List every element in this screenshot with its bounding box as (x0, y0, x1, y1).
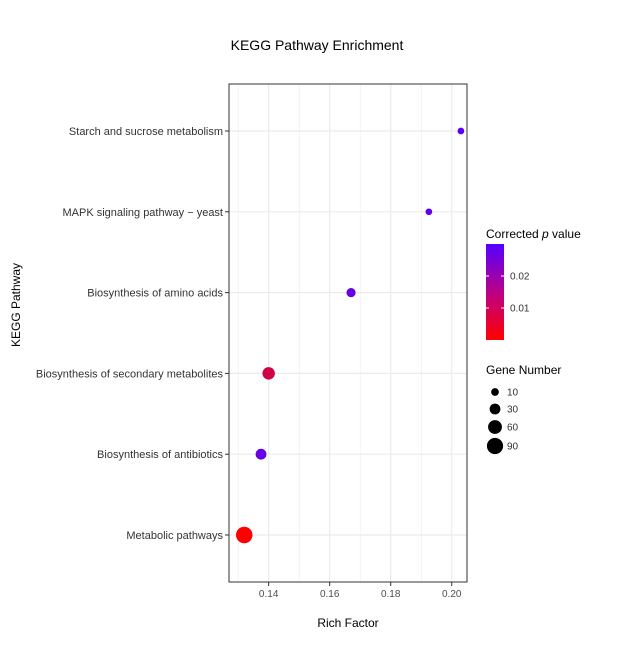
size-legend-label: 30 (507, 405, 519, 416)
y-tick-label: Biosynthesis of secondary metabolites (36, 368, 224, 380)
data-point (425, 208, 433, 216)
color-legend: Corrected p value 0.01 0.02 (486, 227, 581, 340)
size-legend-title: Gene Number (486, 363, 561, 377)
color-legend-title: Corrected p value (486, 227, 581, 241)
size-legend-label: 90 (507, 442, 519, 453)
x-tick-label: 0.20 (442, 589, 462, 600)
y-tick-label: Metabolic pathways (126, 530, 223, 542)
data-point (346, 288, 356, 298)
y-axis-ticks: Metabolic pathways Biosynthesis of antibi… (36, 126, 229, 542)
plot-panel (228, 83, 468, 583)
y-axis-title: KEGG Pathway (9, 263, 23, 347)
color-tick-label: 0.02 (510, 272, 530, 283)
chart-title: KEGG Pathway Enrichment (231, 37, 404, 53)
color-legend-title-prefix: Corrected (486, 227, 542, 241)
x-axis-title: Rich Factor (317, 616, 378, 630)
size-legend-label: 60 (507, 423, 519, 434)
data-point (235, 526, 253, 544)
size-legend-dot (488, 420, 502, 434)
size-legend-dot (486, 437, 504, 455)
size-legend-items: 10 30 60 90 (486, 388, 519, 455)
data-point (255, 448, 267, 460)
color-legend-title-suffix: value (549, 227, 581, 241)
size-legend-dot (489, 403, 501, 415)
data-points (235, 127, 465, 544)
plot-background (229, 84, 467, 582)
x-axis-ticks: 0.14 0.16 0.18 0.20 (259, 582, 462, 600)
color-legend-ticks: 0.01 0.02 (486, 272, 530, 315)
size-legend: Gene Number 10 30 60 90 (486, 363, 561, 455)
data-point (457, 127, 465, 135)
y-tick-label: Biosynthesis of antibiotics (97, 449, 223, 461)
x-tick-label: 0.16 (320, 589, 340, 600)
y-tick-label: Starch and sucrose metabolism (69, 126, 223, 138)
plot-border (228, 83, 468, 583)
y-tick-label: MAPK signaling pathway − yeast (62, 207, 223, 219)
x-tick-label: 0.18 (381, 589, 401, 600)
size-legend-dot (491, 388, 499, 396)
color-legend-title-italic: p (541, 227, 549, 241)
size-legend-label: 10 (507, 388, 519, 399)
x-tick-label: 0.14 (259, 589, 279, 600)
color-tick-label: 0.01 (510, 304, 530, 315)
color-bar (486, 244, 504, 340)
y-tick-label: Biosynthesis of amino acids (87, 288, 223, 300)
data-point (262, 367, 275, 380)
